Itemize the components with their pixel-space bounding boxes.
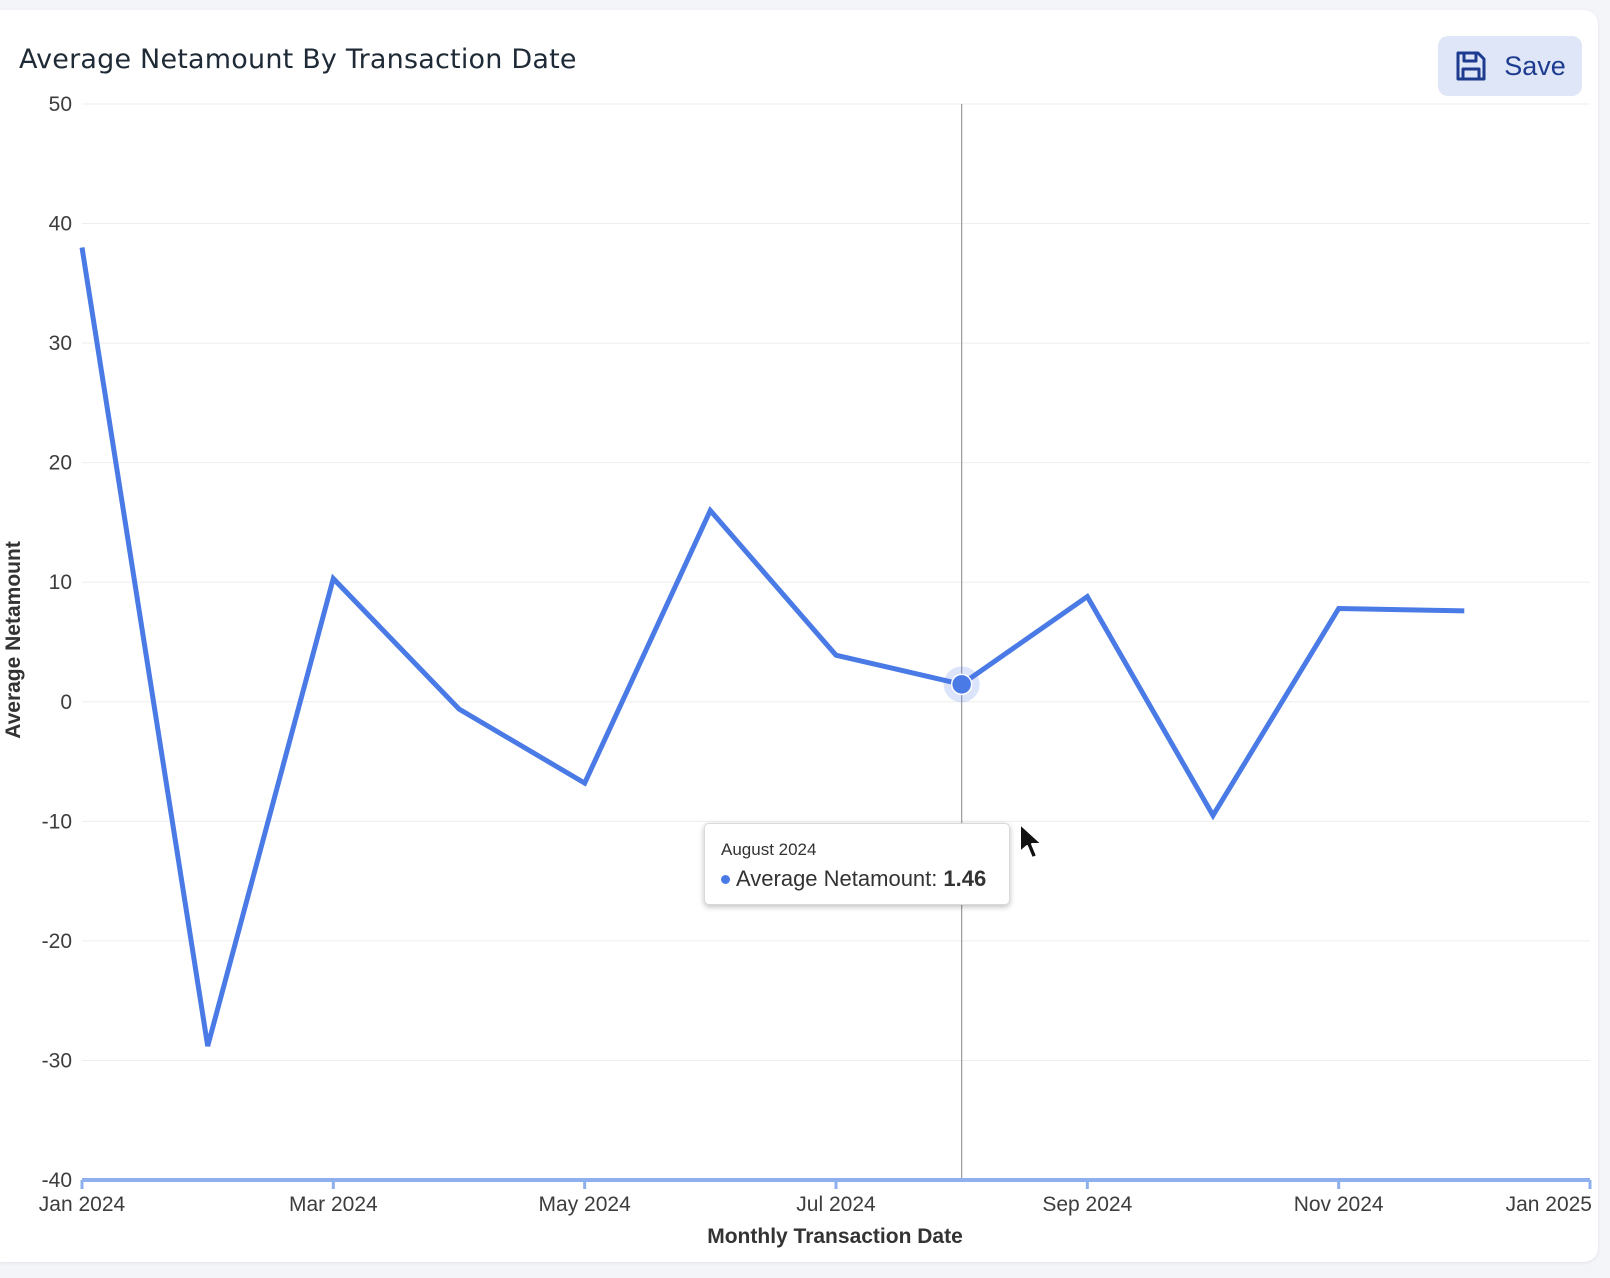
- y-axis-label: Average Netamount: [2, 541, 25, 739]
- x-tick-label: Nov 2024: [1294, 1193, 1384, 1216]
- tooltip-series-dot: [721, 874, 730, 884]
- tooltip-value: 1.46: [943, 866, 987, 891]
- series: [79, 247, 1465, 1047]
- y-tick-label: -40: [42, 1169, 72, 1192]
- tooltip-series-label: Average Netamount:: [736, 866, 938, 891]
- series-line: [79, 247, 1465, 1047]
- y-tick-label: 40: [49, 213, 72, 236]
- x-tick-label: Jul 2024: [796, 1193, 876, 1216]
- chart-tooltip: August 2024 Average Netamount: 1.46: [704, 823, 1010, 905]
- tooltip-date: August 2024: [721, 840, 817, 859]
- floppy-disk-icon: [1454, 49, 1488, 83]
- y-tick-label: -30: [42, 1049, 72, 1072]
- y-axis: -40 -30 -20 -10 0 10 20 30 40 50: [42, 93, 72, 1192]
- x-tick-label: May 2024: [539, 1193, 632, 1216]
- y-tick-label: 20: [49, 452, 72, 475]
- x-tick-label: Mar 2024: [289, 1193, 378, 1216]
- y-tick-label: -20: [42, 930, 72, 953]
- y-tick-label: -10: [42, 810, 72, 833]
- data-point-highlighted[interactable]: [950, 673, 973, 696]
- tooltip-row: Average Netamount: 1.46: [721, 866, 1009, 892]
- x-tick-label: Jan 2024: [39, 1193, 126, 1216]
- x-tick-label: Sep 2024: [1042, 1193, 1132, 1216]
- x-tick-label: Jan 2025: [1506, 1193, 1592, 1216]
- chart-card: Average Netamount By Transaction Date Sa…: [0, 10, 1598, 1262]
- save-button-label: Save: [1504, 50, 1566, 81]
- save-button[interactable]: Save: [1438, 36, 1582, 96]
- y-tick-label: 30: [49, 332, 72, 355]
- y-tick-label: 0: [60, 691, 72, 714]
- x-axis: Jan 2024 Mar 2024 May 2024 Jul 2024 Sep 2024…: [39, 1178, 1592, 1216]
- mouse-pointer-icon: [1018, 822, 1046, 867]
- grid: [82, 103, 1590, 1061]
- y-tick-label: 10: [49, 571, 72, 594]
- y-tick-label: 50: [49, 93, 72, 116]
- x-axis-label: Monthly Transaction Date: [707, 1225, 963, 1248]
- chart-title: Average Netamount By Transaction Date: [19, 44, 577, 75]
